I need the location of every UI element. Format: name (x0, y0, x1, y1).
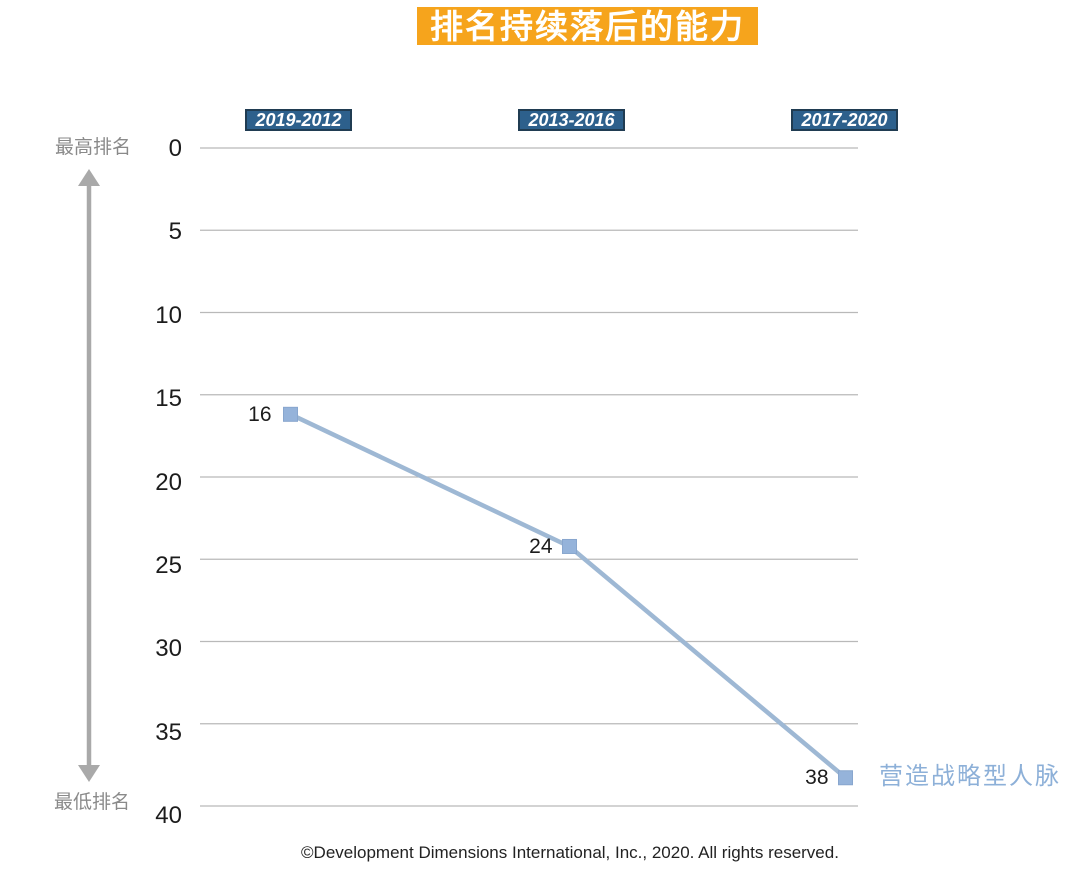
y-tick-label-30: 30 (155, 635, 182, 663)
data-label-38: 38 (805, 766, 829, 790)
y-tick-label-40: 40 (155, 802, 182, 830)
rank-direction-arrow (78, 169, 100, 782)
data-label-24: 24 (529, 534, 553, 558)
y-tick-label-20: 20 (155, 468, 182, 496)
chart-title: 排名持续落后的能力 (417, 7, 758, 45)
period-badge-2017-2020: 2017-2020 (791, 109, 898, 131)
series-name-label: 营造战略型人脉 (879, 762, 1061, 790)
y-tick-label-5: 5 (168, 218, 182, 246)
series-markers (283, 406, 853, 786)
y-tick-label-0: 0 (168, 135, 182, 162)
data-point-marker-38 (838, 770, 853, 786)
y-tick-label-35: 35 (155, 718, 182, 746)
period-badge-2019-2012: 2019-2012 (245, 109, 352, 131)
highest-rank-label: 最高排名 (55, 137, 132, 158)
gridlines (200, 147, 858, 807)
data-point-marker-16 (283, 406, 298, 422)
lowest-rank-label: 最低排名 (54, 792, 131, 813)
y-tick-label-15: 15 (155, 385, 182, 413)
y-tick-label-10: 10 (155, 301, 182, 329)
y-tick-label-25: 25 (155, 552, 182, 579)
arrow-head-down (78, 765, 100, 782)
data-label-16: 16 (248, 402, 272, 426)
arrow-head-up (78, 169, 100, 186)
period-badge-2013-2016: 2013-2016 (518, 109, 625, 131)
copyright-note: ©Development Dimensions International, I… (301, 843, 839, 862)
data-point-marker-24 (562, 538, 577, 554)
